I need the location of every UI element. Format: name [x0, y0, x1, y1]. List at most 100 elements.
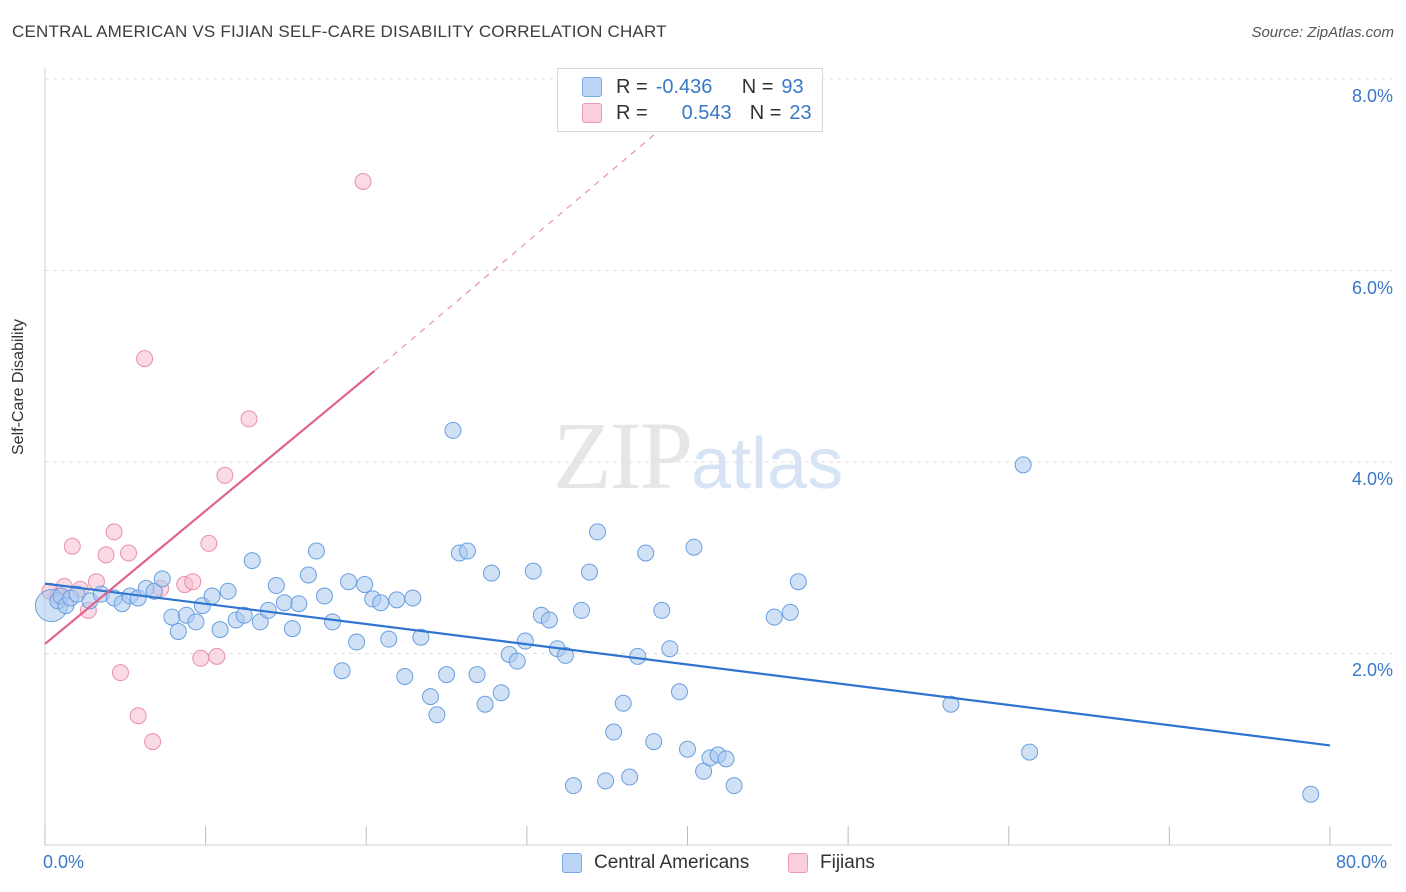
blue-point — [380, 630, 398, 648]
blue-point — [468, 666, 486, 684]
pink-point — [105, 523, 123, 541]
watermark-zip: ZIP — [553, 402, 693, 509]
blue-point — [1021, 743, 1039, 761]
pink-point — [354, 172, 372, 190]
blue-point — [428, 706, 446, 724]
legend-n-label: N = — [741, 75, 774, 98]
legend-r-value: -0.436 — [655, 75, 713, 98]
blue-point — [637, 544, 655, 562]
blue-point — [243, 552, 261, 570]
blue-point — [187, 613, 205, 631]
blue-point — [235, 606, 253, 624]
blue-point — [476, 695, 494, 713]
blue-point — [679, 740, 696, 758]
blue-point — [422, 688, 439, 706]
blue-point — [211, 621, 229, 639]
pink-point — [184, 573, 202, 591]
blue-point — [717, 750, 735, 768]
x-tick-label-max: 80.0% — [1336, 852, 1388, 872]
bottom-legend-fijians: Fijians — [788, 852, 875, 874]
pink-point — [144, 733, 162, 751]
blue-point — [605, 723, 623, 741]
pink-point — [216, 466, 234, 484]
source-label: Source: ZipAtlas.com — [1251, 24, 1394, 41]
watermark: ZIPatlas — [553, 400, 843, 511]
blue-point — [670, 683, 688, 701]
blue-point — [412, 628, 430, 646]
blue-point — [458, 542, 476, 560]
blue-point — [163, 608, 181, 626]
blue-point — [614, 694, 632, 712]
pink-point — [136, 350, 154, 368]
blue-point — [145, 582, 163, 600]
blue-point — [508, 652, 526, 670]
bottom-legend-swatch-pink — [788, 853, 808, 873]
blue-point — [629, 647, 647, 665]
pink-point — [192, 649, 210, 667]
blue-point — [725, 777, 743, 795]
pink-trend-extension — [373, 126, 664, 372]
legend-r-label: R = — [616, 75, 648, 98]
blue-point — [315, 587, 333, 605]
blue-point — [438, 666, 456, 684]
blue-point — [589, 523, 607, 541]
pink-trend-line — [44, 370, 375, 645]
bottom-legend-central-americans: Central Americans — [562, 852, 749, 874]
pink-point — [200, 534, 218, 552]
pink-point — [63, 537, 81, 555]
blue-point — [492, 684, 510, 702]
blue-point — [781, 603, 799, 621]
y-axis-label: Self-Care Disability — [10, 318, 27, 455]
legend-swatch-pink — [582, 103, 602, 123]
blue-point — [556, 646, 574, 664]
blue-point — [333, 662, 351, 680]
pink-point — [208, 647, 226, 665]
correlation-legend: R = -0.436 N = 93 R = 0.543 N = 23 — [557, 68, 823, 132]
pink-point — [97, 546, 115, 564]
blue-point — [251, 613, 269, 631]
blue-point — [653, 601, 671, 619]
blue-point — [942, 695, 960, 713]
legend-r-value: 0.543 — [681, 101, 732, 124]
pink-point — [240, 410, 258, 428]
pink-point — [120, 544, 138, 562]
legend-swatch-blue — [582, 77, 602, 97]
bottom-legend-swatch-blue — [562, 853, 582, 873]
blue-point — [444, 421, 462, 439]
blue-point — [290, 595, 308, 613]
blue-point — [307, 542, 325, 560]
legend-r-label: R = — [616, 101, 648, 124]
bottom-legend-label: Central Americans — [594, 852, 750, 873]
blue-point — [169, 622, 187, 640]
x-tick-label-min: 0.0% — [43, 852, 85, 872]
y-tick-label-2: 2.0% — [1351, 660, 1393, 680]
blue-point — [516, 632, 534, 650]
blue-point — [299, 566, 317, 584]
blue-point — [372, 594, 390, 612]
pink-point — [111, 664, 129, 682]
blue-point — [483, 564, 501, 582]
legend-n-value: 23 — [789, 101, 812, 124]
blue-point — [597, 772, 615, 790]
bottom-legend-label: Fijians — [820, 852, 875, 873]
blue-point — [765, 608, 783, 626]
blue-point — [396, 667, 414, 685]
pink-point — [129, 707, 147, 725]
legend-row-fijians: R = 0.543 N = 23 — [582, 101, 812, 125]
blue-point — [661, 640, 679, 658]
blue-point — [524, 562, 542, 580]
blue-point — [388, 591, 406, 609]
blue-point — [404, 589, 422, 607]
blue-point — [340, 573, 358, 591]
blue-point — [348, 633, 366, 651]
blue-point — [572, 601, 590, 619]
y-tick-label-6: 6.0% — [1351, 278, 1393, 298]
y-tick-label-8: 8.0% — [1351, 86, 1393, 106]
blue-point — [645, 733, 663, 751]
legend-n-label: N = — [749, 101, 782, 124]
blue-point — [564, 777, 582, 795]
y-tick-label-4: 4.0% — [1351, 469, 1393, 489]
blue-point — [219, 582, 237, 600]
blue-point — [1302, 785, 1320, 803]
